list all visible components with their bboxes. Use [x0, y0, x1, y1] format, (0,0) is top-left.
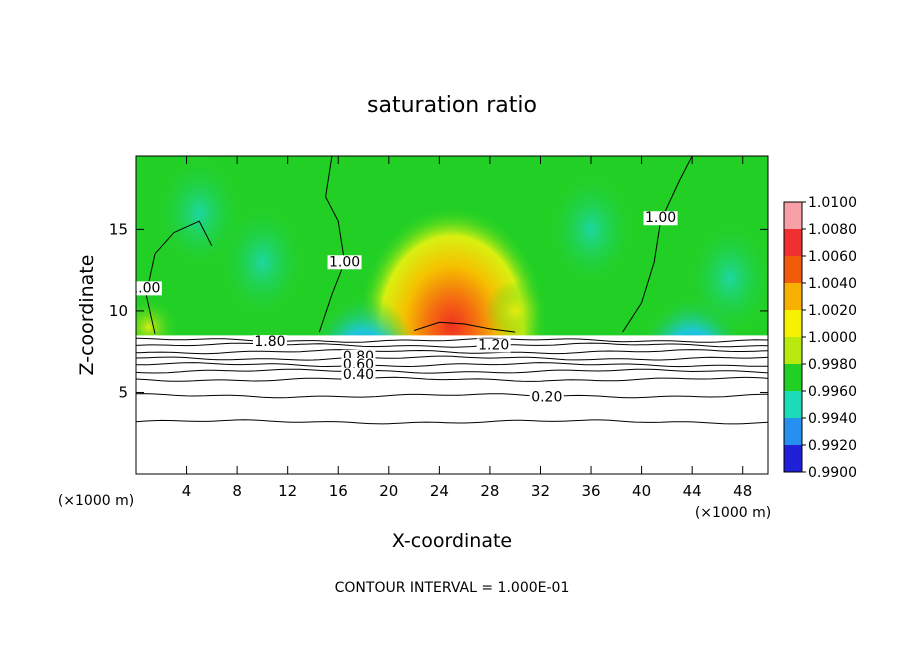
contour-label: 1.00 [645, 210, 676, 226]
colorbar-label: 0.9960 [808, 384, 857, 400]
colorbar-swatch [784, 391, 802, 418]
colorbar-swatch [784, 445, 802, 472]
colorbar-label: 1.0060 [808, 249, 857, 265]
x-tick-label: 8 [232, 482, 242, 500]
subcloud-region [136, 335, 768, 474]
x-tick-label: 12 [278, 482, 297, 500]
y-axis: 5 10 15 [109, 220, 768, 401]
contour-label-bg [136, 281, 162, 296]
colorbar-label: 0.9900 [808, 465, 857, 481]
contour-label-bg [327, 255, 362, 270]
colorbar-label: 1.0040 [808, 276, 857, 292]
contour-line [136, 393, 768, 399]
contour-label: 1.80 [254, 334, 285, 350]
x-unit-right: (×1000 m) [695, 505, 771, 521]
plot-frame [135, 155, 769, 475]
contour-line [413, 321, 516, 333]
contour-labels: 1.001.001.001.80 1.200.800.600.400.20 [129, 210, 678, 406]
contour-line [622, 156, 693, 333]
colorbar-label: 1.0100 [808, 195, 857, 211]
x-tick-label: 40 [632, 482, 651, 500]
colorbar-label: 0.9940 [808, 411, 857, 427]
x-unit-left: (×1000 m) [58, 493, 134, 509]
cyan-shading [546, 169, 637, 290]
contour-label-bg [529, 390, 564, 405]
cyan-shading [217, 202, 308, 322]
contour-line [136, 355, 768, 361]
plot-area: 1.001.001.001.80 1.200.800.600.400.20 [129, 156, 768, 474]
contour-label-bg [252, 335, 287, 350]
colorbar-swatch [784, 256, 802, 283]
contour-interval-note: CONTOUR INTERVAL = 1.000E-01 [335, 580, 570, 596]
contour-line [136, 376, 768, 382]
contour-line [136, 342, 768, 348]
yellow-shading [485, 280, 546, 341]
colorbar-swatch [784, 229, 802, 256]
colorbar-swatch [784, 337, 802, 364]
x-tick-label: 44 [683, 482, 702, 500]
contour-line [136, 349, 768, 355]
colorbar-label: 1.0000 [808, 330, 857, 346]
x-tick-label: 24 [430, 482, 449, 500]
colorbar-label: 0.9920 [808, 438, 857, 454]
x-tick-label: 16 [329, 482, 348, 500]
colorbar-swatch [784, 364, 802, 391]
contour-line [136, 337, 768, 343]
colorbar-swatch [784, 310, 802, 337]
colorbar-label: 0.9980 [808, 357, 857, 373]
cyan-shading [685, 218, 768, 339]
x-tick-label: 32 [531, 482, 550, 500]
x-tick-label: 20 [379, 482, 398, 500]
x-tick-label: 28 [480, 482, 499, 500]
contour-label-bg [643, 211, 678, 226]
contour-label-bg [341, 367, 376, 382]
y-axis-label: Z-coordinate [76, 255, 98, 376]
colorbar-swatch [784, 418, 802, 445]
contour-line [136, 362, 768, 368]
contour-label: 1.00 [129, 280, 160, 296]
x-tick-label: 36 [581, 482, 600, 500]
contour-line [318, 156, 346, 333]
x-tick-label: 48 [733, 482, 752, 500]
contour-line [145, 220, 213, 334]
colorbar: 1.0100 1.0080 1.0060 1.0040 1.0020 1.0000 0.99… [783, 195, 857, 481]
y-tick-label: 15 [109, 220, 128, 238]
contour-label: 1.20 [478, 337, 509, 353]
x-axis-label: X-coordinate [392, 530, 512, 552]
contour-label: 0.20 [531, 390, 562, 406]
colorbar-swatch [784, 202, 802, 229]
colorbar-label: 1.0080 [808, 222, 857, 238]
chart-title: saturation ratio [367, 93, 537, 118]
y-tick-label: 5 [118, 383, 128, 401]
contour-line [136, 368, 768, 374]
x-tick-label: 4 [182, 482, 192, 500]
contour-label: 0.40 [343, 367, 374, 383]
x-axis: 4 8 12 16 20 24 28 32 36 40 44 48 [182, 156, 752, 500]
contour-lines [136, 156, 768, 425]
colorbar-swatch [784, 283, 802, 310]
colorbar-label: 1.0020 [808, 303, 857, 319]
contour-line [136, 419, 768, 425]
contour-label-bg [476, 338, 511, 353]
contour-label: 1.00 [329, 254, 360, 270]
y-tick-label: 10 [109, 302, 128, 320]
